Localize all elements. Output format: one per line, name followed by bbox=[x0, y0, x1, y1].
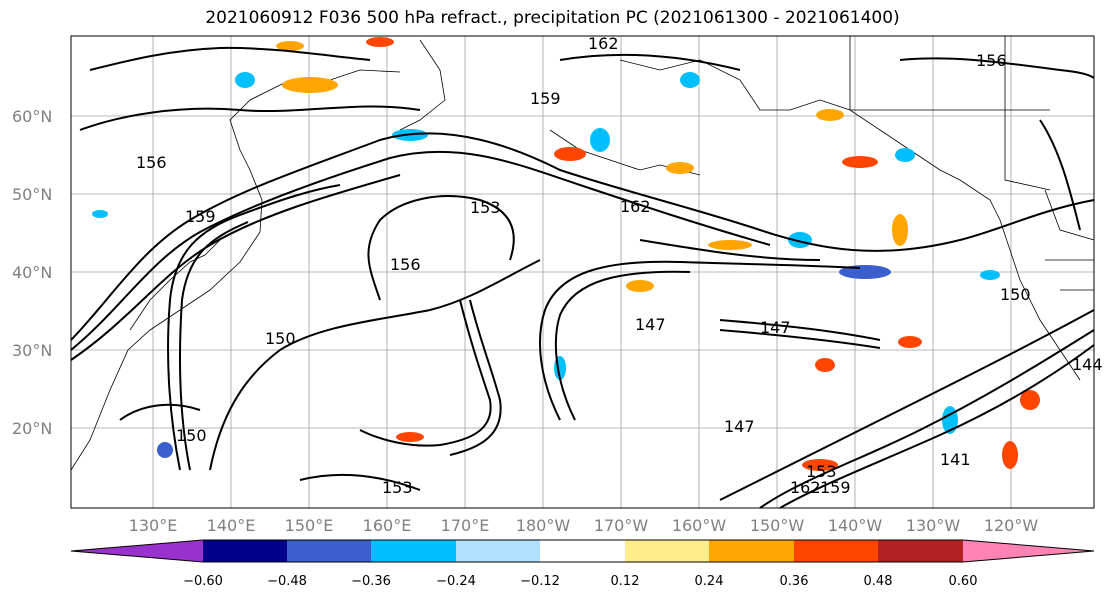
colorbar-tick: 0.48 bbox=[864, 574, 893, 589]
latitude-labels: 60°N 50°N 40°N 30°N 20°N bbox=[12, 107, 52, 438]
precip-patches bbox=[92, 37, 1040, 471]
colorbar-segment bbox=[878, 540, 963, 562]
contour-label: 156 bbox=[390, 255, 421, 274]
lon-label: 170°W bbox=[594, 516, 649, 535]
longitude-labels: 130°E 140°E 150°E 160°E 170°E 180°W 170°… bbox=[129, 516, 1039, 535]
contour-label: 159 bbox=[820, 478, 851, 497]
contour-label: 159 bbox=[185, 207, 216, 226]
lon-label: 130°E bbox=[129, 516, 178, 535]
map-panel: 162 159 156 153 150 147 162 159 156 153 … bbox=[70, 34, 1103, 509]
colorbar-outline bbox=[70, 539, 1095, 563]
contour-label: 150 bbox=[265, 329, 296, 348]
lon-label: 170°E bbox=[441, 516, 490, 535]
colorbar-segment bbox=[709, 540, 794, 562]
lon-label: 160°W bbox=[672, 516, 727, 535]
colorbar-tick: 0.24 bbox=[695, 574, 724, 589]
lat-label: 60°N bbox=[12, 107, 52, 126]
colorbar-segment bbox=[456, 540, 540, 562]
lon-label: 150°W bbox=[750, 516, 805, 535]
contour-label: 153 bbox=[382, 478, 413, 497]
colorbar-tick: −0.24 bbox=[436, 574, 476, 589]
lat-label: 20°N bbox=[12, 419, 52, 438]
contour-label: 153 bbox=[470, 198, 501, 217]
lat-label: 30°N bbox=[12, 341, 52, 360]
colorbar-tick: −0.36 bbox=[351, 574, 391, 589]
colorbar-tick: −0.48 bbox=[267, 574, 307, 589]
contour-label: 147 bbox=[760, 318, 791, 337]
refractivity-contours bbox=[70, 46, 1095, 509]
contour-label: 147 bbox=[724, 417, 755, 436]
colorbar-segment bbox=[287, 540, 371, 562]
colorbar-tick: −0.60 bbox=[183, 574, 223, 589]
colorbar bbox=[70, 539, 1095, 563]
contour-label: 141 bbox=[940, 450, 971, 469]
contour-label: 150 bbox=[176, 426, 207, 445]
lon-label: 140°W bbox=[828, 516, 883, 535]
colorbar-segment bbox=[794, 540, 878, 562]
contour-label: 150 bbox=[1000, 285, 1031, 304]
map-title: 2021060912 F036 500 hPa refract., precip… bbox=[205, 8, 900, 28]
colorbar-ticks: −0.60 −0.48 −0.36 −0.24 −0.12 0.12 0.24 … bbox=[183, 574, 977, 589]
colorbar-tick: 0.36 bbox=[780, 574, 809, 589]
lon-label: 180°W bbox=[516, 516, 571, 535]
colorbar-tick: −0.12 bbox=[520, 574, 560, 589]
colorbar-segment bbox=[625, 540, 709, 562]
colorbar-tick: 0.12 bbox=[611, 574, 640, 589]
map-border bbox=[70, 35, 1095, 509]
colorbar-segment bbox=[71, 540, 203, 562]
colorbar-segment bbox=[203, 540, 287, 562]
lon-label: 120°W bbox=[984, 516, 1039, 535]
lat-label: 40°N bbox=[12, 263, 52, 282]
lat-label: 50°N bbox=[12, 185, 52, 204]
contour-label: 162 bbox=[588, 34, 619, 53]
contour-label: 144 bbox=[1072, 355, 1103, 374]
contour-label: 156 bbox=[136, 153, 167, 172]
contour-label: 162 bbox=[790, 478, 821, 497]
colorbar-segment bbox=[963, 540, 1094, 562]
contour-label: 147 bbox=[635, 315, 666, 334]
contour-label: 153 bbox=[806, 462, 837, 481]
contour-label: 156 bbox=[976, 51, 1007, 70]
lon-label: 150°E bbox=[285, 516, 334, 535]
lon-label: 130°W bbox=[906, 516, 961, 535]
contour-labels: 162 159 156 153 150 147 162 159 156 153 … bbox=[136, 34, 1103, 497]
colorbar-tick: 0.60 bbox=[949, 574, 978, 589]
colorbar-segment bbox=[371, 540, 456, 562]
graticule bbox=[71, 36, 1094, 508]
contour-label: 162 bbox=[620, 197, 651, 216]
lon-label: 160°E bbox=[363, 516, 412, 535]
contour-label: 159 bbox=[530, 89, 561, 108]
colorbar-segment bbox=[540, 540, 625, 562]
lon-label: 140°E bbox=[207, 516, 256, 535]
